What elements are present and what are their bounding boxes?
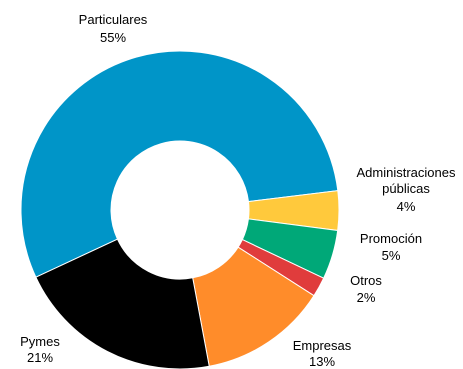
slice-label-promocion-pct: 5%: [382, 248, 401, 263]
chart-labels: Particulares 55% Administraciones públic…: [20, 12, 456, 369]
slice-label-promocion-name: Promoción: [360, 231, 422, 246]
slice-label-particulares-pct: 55%: [100, 30, 126, 45]
slice-label-otros-name: Otros: [350, 273, 382, 288]
slice-label-empresas-name: Empresas: [293, 338, 352, 353]
slice-pymes: [35, 238, 210, 369]
slice-label-administraciones-pct: 4%: [397, 199, 416, 214]
chart-slices: [20, 50, 340, 369]
slice-label-particulares-name: Particulares: [79, 12, 148, 27]
slice-label-pymes-pct: 21%: [27, 350, 53, 365]
slice-label-empresas-pct: 13%: [309, 354, 335, 369]
slice-label-administraciones-name-1: Administraciones: [357, 165, 456, 180]
slice-label-otros-pct: 2%: [357, 290, 376, 305]
slice-label-administraciones-name-2: públicas: [382, 181, 430, 196]
slice-particulares: [20, 50, 339, 278]
slice-label-pymes-name: Pymes: [20, 334, 60, 349]
